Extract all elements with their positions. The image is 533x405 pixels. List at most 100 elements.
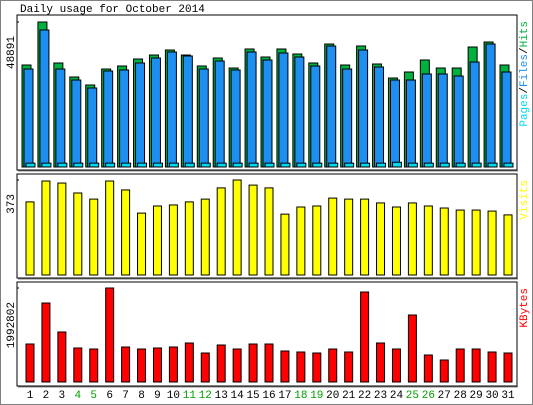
bar: [358, 49, 369, 168]
bar: [119, 69, 130, 168]
bar: [485, 43, 496, 168]
bar: [216, 187, 226, 276]
bar: [360, 291, 370, 383]
bar: [89, 198, 99, 276]
bar: [439, 207, 449, 276]
bar: [216, 162, 227, 168]
x-tick-label: 9: [154, 390, 161, 402]
x-tick-label: 7: [122, 390, 129, 402]
bar: [39, 29, 50, 168]
bar: [25, 343, 35, 383]
x-tick-label: 10: [167, 390, 180, 402]
y-tick-label: 1992802: [6, 302, 18, 348]
x-tick-label: 31: [501, 390, 515, 402]
bar: [423, 162, 434, 168]
x-tick-label: 6: [106, 390, 113, 402]
x-tick-label: 14: [231, 390, 245, 402]
bar: [200, 352, 210, 383]
x-tick-label: 13: [215, 390, 228, 402]
bar: [326, 45, 337, 168]
bar: [437, 73, 448, 168]
x-tick-label: 15: [246, 390, 259, 402]
bar: [200, 198, 210, 276]
x-tick-label: 3: [59, 390, 66, 402]
bar: [487, 162, 498, 168]
bar: [296, 162, 307, 168]
bar: [360, 198, 370, 276]
bar: [57, 162, 68, 168]
bar: [439, 359, 449, 383]
bar: [264, 343, 274, 383]
bar: [312, 205, 322, 276]
bar: [469, 61, 480, 168]
bar: [405, 79, 416, 168]
bar: [360, 162, 371, 168]
x-tick-label: 16: [262, 390, 275, 402]
bar: [280, 162, 291, 168]
bar: [312, 352, 322, 383]
bar: [407, 314, 417, 383]
bar: [503, 214, 513, 276]
x-tick-label: 22: [358, 390, 371, 402]
bar: [294, 56, 305, 168]
bar: [168, 162, 179, 168]
bar: [471, 348, 481, 383]
bar: [344, 351, 354, 383]
bar: [296, 351, 306, 383]
bar: [216, 344, 226, 383]
x-tick-label: 28: [454, 390, 467, 402]
panel: [16, 173, 518, 279]
bar: [232, 162, 243, 168]
bar: [248, 184, 258, 276]
bar: [200, 162, 211, 168]
x-tick-label: 27: [438, 390, 451, 402]
x-tick-label: 23: [374, 390, 387, 402]
bar: [310, 65, 321, 168]
bar: [105, 287, 115, 383]
bar: [166, 51, 177, 168]
x-tick-label: 2: [43, 390, 50, 402]
bar: [389, 79, 400, 168]
bar: [262, 59, 273, 168]
bar: [503, 162, 514, 168]
bar: [391, 206, 401, 276]
bar: [152, 205, 162, 276]
bar: [41, 302, 51, 383]
bar: [71, 79, 82, 168]
legend: KBytes: [519, 288, 531, 328]
bar: [25, 162, 36, 168]
panel: [16, 281, 518, 387]
bar: [501, 71, 512, 168]
panel: [16, 14, 518, 171]
bar: [152, 162, 163, 168]
x-tick-label: 11: [183, 390, 197, 402]
bar: [25, 201, 35, 276]
bar: [280, 350, 290, 383]
bar: [57, 182, 67, 276]
bar: [137, 348, 147, 383]
legend-entry: Hits: [519, 21, 531, 47]
bar: [23, 68, 34, 168]
bar: [264, 162, 275, 168]
legend-separator: /: [519, 47, 531, 54]
bar: [407, 202, 417, 276]
x-tick-label: 30: [485, 390, 498, 402]
bar: [455, 348, 465, 383]
legend-entry: KBytes: [519, 288, 531, 328]
bar: [184, 201, 194, 276]
x-tick-label: 18: [294, 390, 307, 402]
bar: [184, 342, 194, 383]
bar: [150, 57, 161, 168]
bar: [230, 69, 241, 168]
bar: [471, 209, 481, 276]
bar: [471, 162, 482, 168]
chart-title: Daily usage for October 2014: [20, 4, 205, 16]
legend: Visits: [519, 180, 531, 220]
bar: [73, 192, 83, 276]
bar: [342, 68, 353, 168]
bar: [328, 348, 338, 383]
bar: [121, 162, 132, 168]
x-tick-label: 4: [74, 390, 81, 402]
bar: [135, 62, 146, 168]
bar: [89, 348, 99, 383]
